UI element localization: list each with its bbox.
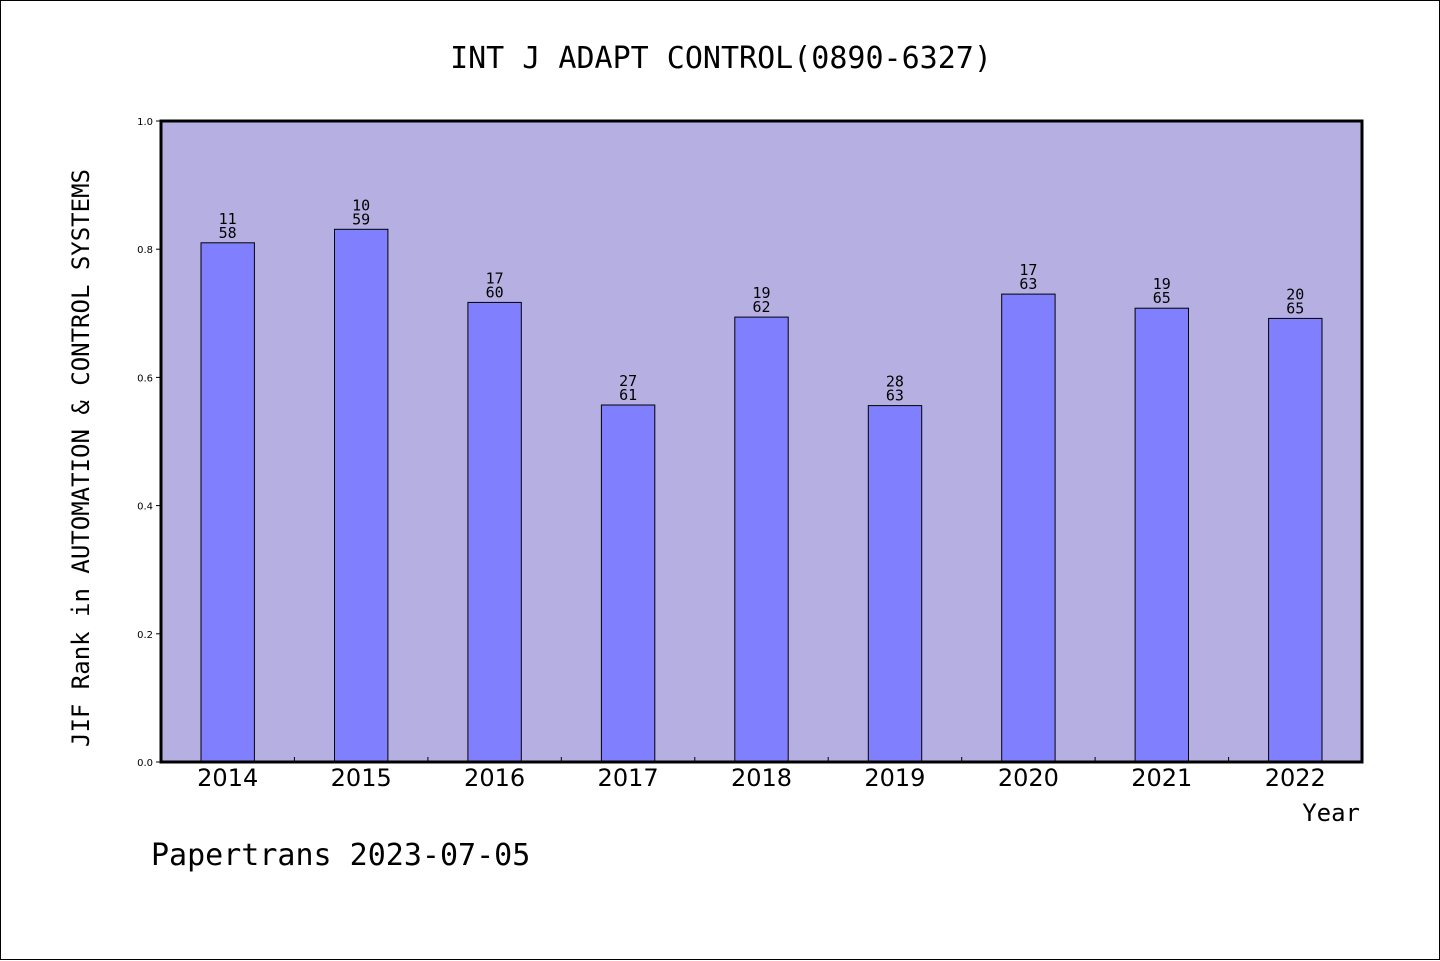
x-tick-label-2020: 2020 — [998, 764, 1059, 792]
bars-group — [200, 228, 1323, 763]
bar-rank-label-2020: 17 — [1019, 261, 1037, 279]
bar-rank-label-2021: 19 — [1153, 275, 1171, 293]
chart-title: INT J ADAPT CONTROL(0890-6327) — [450, 41, 992, 76]
bar-total-label-2022: 65 — [1286, 299, 1304, 317]
x-tick-label-2015: 2015 — [331, 764, 392, 792]
bar-2014 — [200, 242, 255, 763]
y-axis: 0.0 0.2 0.4 0.6 0.8 1.0 — [137, 117, 161, 769]
bar-total-label-2021: 65 — [1153, 289, 1171, 307]
y-axis-label: JIF Rank in AUTOMATION & CONTROL SYSTEMS — [67, 169, 95, 747]
bar-2021 — [1134, 307, 1189, 763]
bar-rank-label-2022: 20 — [1286, 285, 1304, 303]
plot-border — [159, 119, 1364, 764]
x-tick-label-2019: 2019 — [864, 764, 925, 792]
y-tick-label-0.2: 0.2 — [137, 630, 153, 641]
bar-rank-label-2014: 11 — [219, 210, 237, 228]
bar-total-label-2017: 61 — [619, 386, 637, 404]
bar-total-label-2015: 59 — [352, 210, 370, 228]
x-tick-label-2022: 2022 — [1265, 764, 1326, 792]
x-axis: 2014 2015 2016 2017 2018 2019 2020 2021 2022 — [197, 757, 1326, 792]
bar-total-label-2020: 63 — [1019, 275, 1037, 293]
x-tick-label-2016: 2016 — [464, 764, 525, 792]
bar-rank-label-2018: 19 — [752, 284, 770, 302]
y-tick-label-0.6: 0.6 — [137, 373, 153, 384]
bar-total-label-2016: 60 — [486, 283, 504, 301]
bar-rank-label-2015: 10 — [352, 196, 370, 214]
bar-total-label-2019: 63 — [886, 387, 904, 405]
bar-total-label-2018: 62 — [752, 298, 770, 316]
bar-rank-label-2019: 28 — [886, 373, 904, 391]
x-tick-label-2014: 2014 — [197, 764, 258, 792]
bar-2019 — [867, 405, 923, 763]
bar-2020 — [1001, 293, 1056, 763]
x-tick-label-2018: 2018 — [731, 764, 792, 792]
bar-2015 — [334, 228, 389, 763]
bar-2017 — [600, 404, 656, 763]
bar-2022 — [1268, 317, 1323, 763]
footer-date: Papertrans 2023-07-05 — [151, 838, 530, 873]
bar-2018 — [734, 316, 789, 763]
bar-2016 — [467, 301, 522, 763]
bar-total-label-2014: 58 — [219, 224, 237, 242]
y-tick-label-0.4: 0.4 — [137, 502, 153, 513]
y-tick-label-1.0: 1.0 — [137, 117, 153, 128]
x-axis-label: Year — [1302, 799, 1360, 827]
y-tick-label-0.8: 0.8 — [137, 245, 153, 256]
x-tick-label-2021: 2021 — [1131, 764, 1192, 792]
y-tick-label-0.0: 0.0 — [137, 758, 153, 769]
x-tick-label-2017: 2017 — [598, 764, 659, 792]
bar-rank-label-2016: 17 — [486, 269, 504, 287]
bar-rank-label-2017: 27 — [619, 372, 637, 390]
